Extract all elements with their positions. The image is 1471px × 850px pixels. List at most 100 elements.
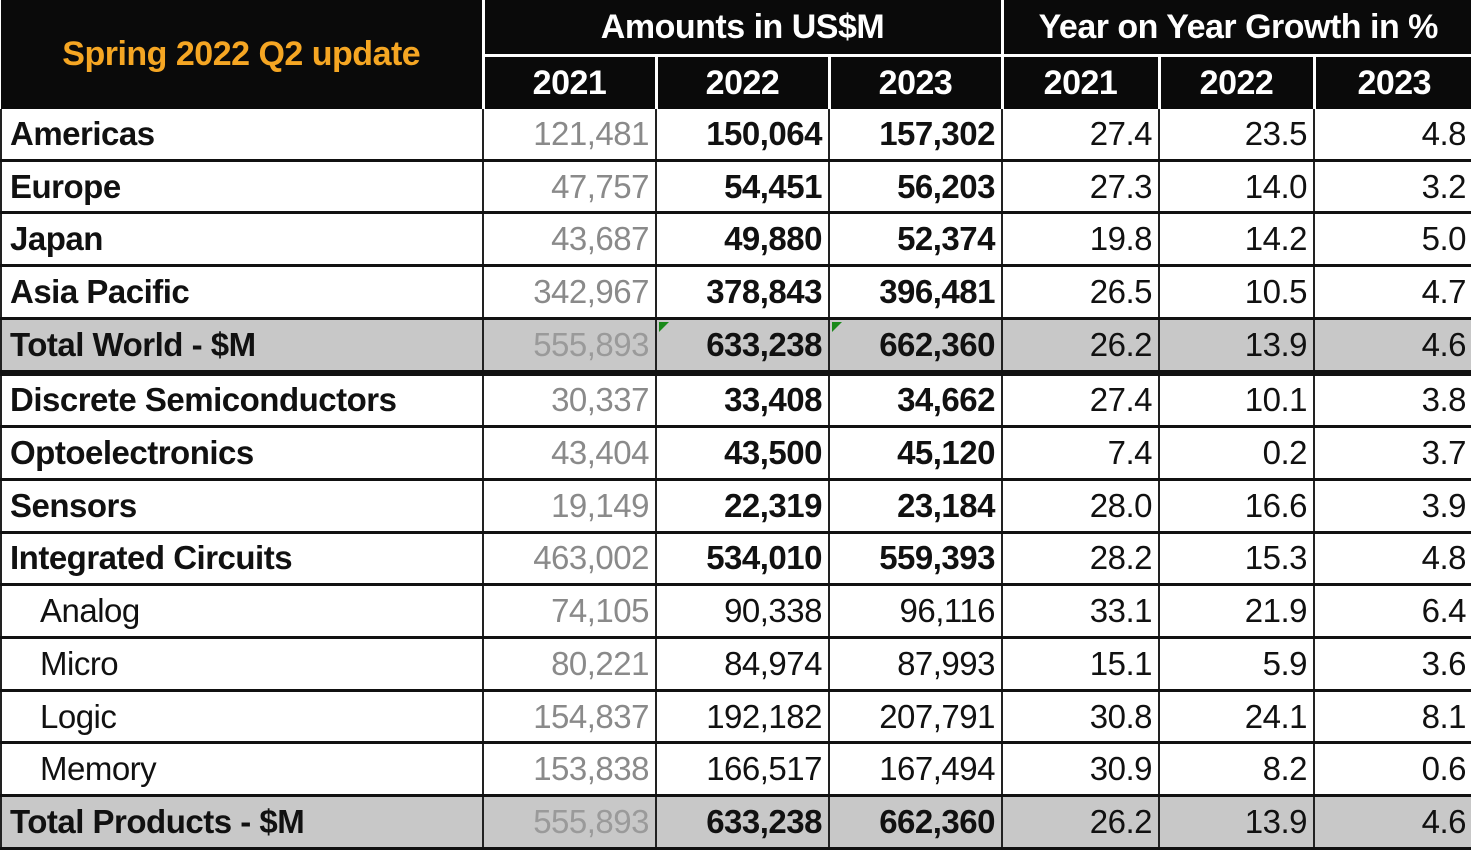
amount-cell-2023: 396,481 [828, 265, 1003, 320]
amount-cell-2022: 166,517 [655, 742, 830, 798]
amount-cell-2022: 534,010 [655, 532, 830, 587]
table-title: Spring 2022 Q2 update [1, 0, 483, 109]
growth-cell-2021: 26.5 [1001, 265, 1160, 320]
table-row: Europe 47,757 54,451 56,203 27.3 14.0 3.2 [0, 160, 1471, 215]
amount-cell-2022: 633,238 [655, 795, 830, 850]
amount-cell-2021: 74,105 [482, 584, 657, 640]
growth-cell-2023: 6.4 [1312, 584, 1471, 640]
amounts-group-header: Amounts in US$M [481, 0, 1002, 56]
table-row: Integrated Circuits 463,002 534,010 559,393… [0, 532, 1471, 587]
table-row: Memory 153,838 166,517 167,494 30.9 8.2 0.6 [0, 742, 1471, 798]
amount-cell-2023: 559,393 [828, 532, 1003, 587]
table-row: Discrete Semiconductors 30,337 33,408 34,66… [0, 372, 1471, 429]
growth-cell-2022: 15.3 [1158, 532, 1315, 587]
table-row: Analog 74,105 90,338 96,116 33.1 21.9 6.4 [0, 584, 1471, 640]
amount-cell-2021: 154,837 [482, 690, 657, 745]
row-label: Europe [0, 160, 484, 215]
growth-cell-2022: 5.9 [1158, 637, 1315, 692]
growth-cell-2021: 26.2 [1001, 318, 1160, 376]
amount-cell-2021: 19,149 [482, 479, 657, 534]
table-row: Total Products - $M 555,893 633,238 662,360… [0, 795, 1471, 850]
growth-cell-2023: 4.6 [1312, 795, 1471, 850]
amount-cell-2021: 121,481 [482, 109, 657, 162]
amount-cell-2023: 34,662 [828, 372, 1003, 429]
growth-cell-2021: 30.8 [1001, 690, 1160, 745]
growth-cell-2022: 0.2 [1158, 426, 1315, 481]
row-label: Sensors [0, 479, 484, 534]
growth-cell-2021: 26.2 [1001, 795, 1160, 850]
table-row: Micro 80,221 84,974 87,993 15.1 5.9 3.6 [0, 637, 1471, 692]
growth-cell-2021: 33.1 [1001, 584, 1160, 640]
growth-cell-2021: 15.1 [1001, 637, 1160, 692]
row-label: Memory [0, 742, 484, 798]
amount-cell-2022: 192,182 [655, 690, 830, 745]
growth-year-2021-header: 2021 [1000, 54, 1159, 109]
amount-cell-2021: 555,893 [482, 795, 657, 850]
growth-cell-2022: 23.5 [1158, 109, 1315, 162]
amount-cell-2023: 45,120 [828, 426, 1003, 481]
growth-cell-2021: 30.9 [1001, 742, 1160, 798]
amount-cell-2023: 23,184 [828, 479, 1003, 534]
table-row: Logic 154,837 192,182 207,791 30.8 24.1 8.1 [0, 690, 1471, 745]
amounts-year-2022-header: 2022 [654, 54, 829, 109]
table-row: Optoelectronics 43,404 43,500 45,120 7.4 0.2 3… [0, 426, 1471, 481]
row-label: Integrated Circuits [0, 532, 484, 587]
growth-cell-2022: 14.0 [1158, 160, 1315, 215]
growth-cell-2022: 8.2 [1158, 742, 1315, 798]
row-label: Optoelectronics [0, 426, 484, 481]
amount-cell-2021: 43,404 [482, 426, 657, 481]
amount-cell-2021: 30,337 [482, 372, 657, 429]
growth-cell-2022: 13.9 [1158, 795, 1315, 850]
growth-cell-2022: 13.9 [1158, 318, 1315, 376]
table-body: Americas 121,481 150,064 157,302 27.4 23.5 4.8… [0, 109, 1471, 850]
amount-cell-2021: 80,221 [482, 637, 657, 692]
row-label: Asia Pacific [0, 265, 484, 320]
amount-cell-2021: 463,002 [482, 532, 657, 587]
growth-cell-2023: 3.9 [1312, 479, 1471, 534]
amount-cell-2022: 150,064 [655, 109, 830, 162]
growth-cell-2023: 4.8 [1312, 109, 1471, 162]
amount-cell-2023: 662,360 [828, 795, 1003, 850]
growth-cell-2023: 4.8 [1312, 532, 1471, 587]
row-label: Logic [0, 690, 484, 745]
amount-cell-2021: 47,757 [482, 160, 657, 215]
growth-cell-2023: 3.2 [1312, 160, 1471, 215]
amount-cell-2022: 43,500 [655, 426, 830, 481]
growth-cell-2023: 8.1 [1312, 690, 1471, 745]
row-label: Americas [0, 109, 484, 162]
growth-cell-2021: 27.3 [1001, 160, 1160, 215]
row-label: Japan [0, 212, 484, 268]
amount-cell-2023: 52,374 [828, 212, 1003, 268]
amount-cell-2022: 33,408 [655, 372, 830, 429]
growth-cell-2021: 7.4 [1001, 426, 1160, 481]
table-row: Sensors 19,149 22,319 23,184 28.0 16.6 3.9 [0, 479, 1471, 534]
row-label: Analog [0, 584, 484, 640]
amount-cell-2022: 54,451 [655, 160, 830, 215]
growth-cell-2023: 3.7 [1312, 426, 1471, 481]
amounts-year-2021-header: 2021 [481, 54, 656, 109]
growth-cell-2021: 27.4 [1001, 372, 1160, 429]
amount-cell-2022: 84,974 [655, 637, 830, 692]
amount-cell-2022: 378,843 [655, 265, 830, 320]
amount-cell-2021: 342,967 [482, 265, 657, 320]
growth-cell-2022: 10.5 [1158, 265, 1315, 320]
growth-cell-2021: 19.8 [1001, 212, 1160, 268]
row-label: Total Products - $M [0, 795, 484, 850]
amount-cell-2022: 90,338 [655, 584, 830, 640]
growth-cell-2022: 10.1 [1158, 372, 1315, 429]
growth-cell-2022: 24.1 [1158, 690, 1315, 745]
growth-cell-2023: 5.0 [1312, 212, 1471, 268]
amount-cell-2022: 633,238 [655, 318, 830, 376]
table-row: Americas 121,481 150,064 157,302 27.4 23.5 4.8 [0, 109, 1471, 162]
amount-cell-2021: 555,893 [482, 318, 657, 376]
amount-cell-2023: 96,116 [828, 584, 1003, 640]
growth-cell-2021: 28.2 [1001, 532, 1160, 587]
amount-cell-2022: 49,880 [655, 212, 830, 268]
table-row: Japan 43,687 49,880 52,374 19.8 14.2 5.0 [0, 212, 1471, 268]
table-row: Asia Pacific 342,967 378,843 396,481 26.5 10.… [0, 265, 1471, 320]
growth-group-header: Year on Year Growth in % [1000, 0, 1471, 56]
growth-cell-2022: 14.2 [1158, 212, 1315, 268]
amount-cell-2023: 87,993 [828, 637, 1003, 692]
amount-cell-2022: 22,319 [655, 479, 830, 534]
